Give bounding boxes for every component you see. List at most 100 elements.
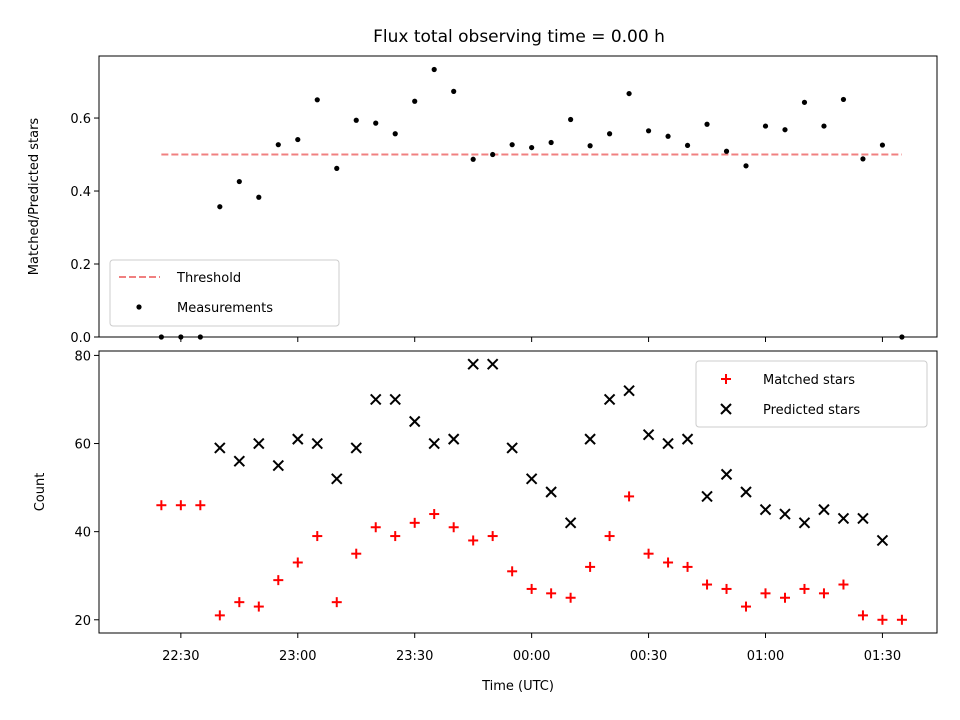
x-stroke-b: [272, 459, 285, 472]
matched-star-point: [370, 522, 381, 533]
matched-star-point: [507, 566, 518, 577]
matched-star-point: [565, 592, 576, 603]
y-tick-label: 20: [74, 614, 91, 629]
x-stroke-b: [525, 473, 538, 485]
measurement-point: [684, 142, 691, 149]
x-stroke-b: [467, 358, 479, 370]
x-tick-label: 00:00: [513, 649, 550, 664]
x-stroke-b: [857, 512, 869, 525]
x-stroke-b: [798, 517, 811, 529]
legend-box: [109, 259, 340, 327]
measurement-point: [314, 97, 320, 103]
x-tick-label: 23:00: [279, 649, 316, 664]
predicted-star-point: [370, 393, 382, 406]
matched-star-point: [624, 491, 635, 502]
matched-star-point: [779, 592, 790, 603]
measurement-point: [275, 142, 281, 148]
matched-star-point: [448, 522, 459, 533]
matched-star-point: [682, 561, 693, 572]
y-tick-label: 80: [74, 349, 91, 364]
measurement-point: [178, 334, 184, 340]
measurement-point: [626, 90, 632, 97]
x-stroke-b: [759, 503, 772, 516]
measurement-point: [236, 178, 242, 185]
measurement-point: [217, 204, 223, 210]
matched-star-point: [799, 583, 810, 594]
y-axis-label: Count: [33, 473, 48, 512]
legend-box: [695, 360, 928, 428]
predicted-star-point: [428, 437, 440, 450]
x-stroke-b: [292, 433, 304, 445]
matched-star-point: [429, 509, 440, 520]
measurement-point: [412, 98, 418, 104]
measurement-point: [373, 120, 379, 126]
x-stroke-b: [818, 503, 830, 516]
x-tick-label: 01:00: [747, 649, 784, 664]
matched-star-point: [818, 588, 829, 599]
matched-star-point: [487, 531, 498, 542]
matched-star-point: [721, 583, 732, 594]
y-tick-label: 0.2: [70, 258, 91, 273]
matched-star-point: [253, 601, 264, 612]
predicted-star-point: [214, 442, 226, 454]
legend-threshold-label: Threshold: [176, 271, 241, 286]
predicted-star-point: [759, 503, 772, 516]
predicted-star-point: [389, 393, 401, 406]
predicted-star-point: [486, 358, 499, 370]
plot-frame: [98, 350, 938, 634]
matched-star-point: [234, 597, 245, 608]
measurement-point: [782, 127, 788, 133]
measurement-point: [451, 88, 457, 94]
y-tick-label: 0.0: [70, 331, 91, 346]
x-stroke-b: [740, 486, 752, 498]
x-tick-label: 00:30: [630, 649, 667, 664]
measurement-point: [353, 117, 359, 123]
x-stroke-b: [428, 437, 440, 450]
matched-star-point: [312, 531, 323, 542]
x-stroke-b: [720, 468, 733, 481]
measurement-point: [840, 96, 847, 103]
measurement-point: [723, 148, 730, 154]
measurement-point: [568, 116, 574, 123]
x-tick-label: 01:30: [864, 649, 901, 664]
x-stroke-b: [837, 512, 850, 525]
x-stroke-b: [564, 517, 577, 529]
x-stroke-b: [253, 437, 265, 450]
matched-star-point: [156, 500, 167, 511]
measurement-point: [392, 131, 398, 137]
legend-measurement-label: Measurements: [177, 301, 273, 316]
matched-star-point: [175, 500, 186, 511]
measurement-point: [879, 142, 886, 148]
measurement-point: [821, 123, 827, 129]
x-tick-label: 23:30: [396, 649, 433, 664]
matched-star-point: [214, 610, 225, 621]
predicted-star-point: [233, 455, 246, 467]
predicted-star-point: [740, 486, 752, 498]
measurement-point: [431, 66, 437, 73]
matched-star-point: [409, 517, 420, 528]
x-stroke-b: [389, 393, 401, 406]
measurement-point: [529, 144, 535, 151]
measurement-point: [334, 165, 340, 171]
x-stroke-b: [214, 442, 226, 454]
x-axis-label: Time (UTC): [481, 679, 554, 694]
matched-star-point: [741, 601, 752, 612]
measurement-point: [801, 99, 808, 105]
measurement-point: [645, 128, 652, 134]
measurement-point: [762, 123, 769, 129]
matched-star-point: [390, 531, 401, 542]
matched-star-point: [663, 557, 674, 568]
x-stroke-b: [662, 437, 674, 450]
x-stroke-b: [370, 393, 382, 406]
predicted-star-point: [311, 437, 323, 450]
measurement-point: [158, 334, 164, 340]
predicted-star-point: [447, 433, 460, 445]
matched-star-point: [526, 583, 537, 594]
x-stroke-b: [409, 415, 421, 428]
measurement-point: [860, 156, 866, 162]
y-tick-label: 40: [74, 526, 91, 541]
matched-star-point: [702, 579, 713, 590]
matched-star-point: [604, 531, 615, 542]
matched-star-point: [351, 548, 362, 559]
x-stroke-b: [233, 455, 246, 467]
